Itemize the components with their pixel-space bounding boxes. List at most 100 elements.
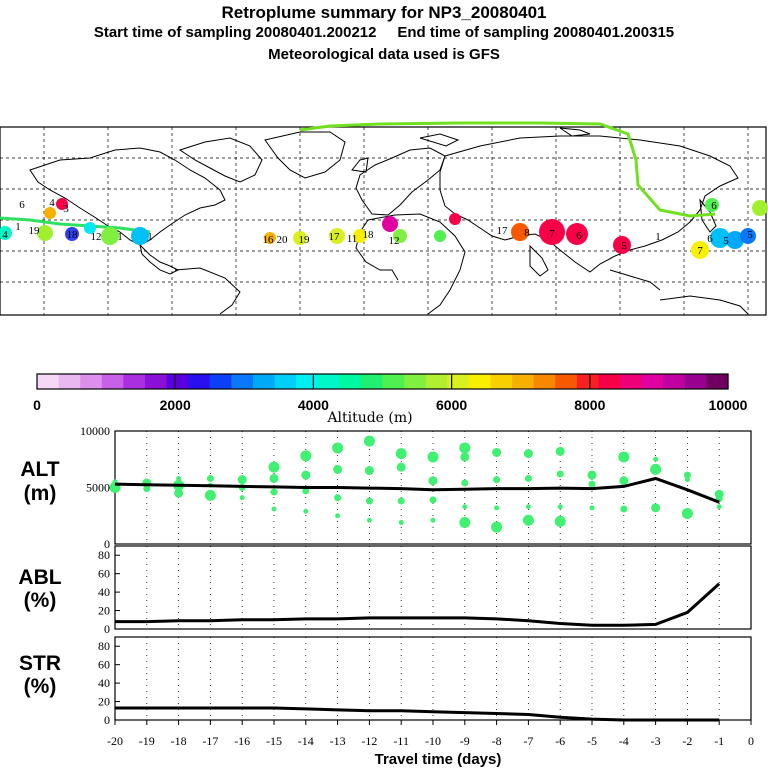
colorbar-cell (576, 374, 600, 389)
alt-point (363, 435, 375, 447)
colorbar-cell (382, 374, 405, 389)
cluster-blob (511, 223, 529, 241)
altitude-colorbar: 0 2000 4000 6000 8000 10000 Altitude (m) (33, 373, 748, 426)
y-tick-label: 20 (98, 695, 110, 709)
cluster-label: 17 (329, 231, 341, 243)
cluster-blob (101, 227, 119, 245)
colorbar-cell (252, 374, 276, 389)
colorbar-tick-labels: 0 2000 4000 6000 8000 10000 (33, 374, 748, 413)
colorbar-cell (274, 374, 297, 389)
trajectory-path-north (299, 121, 716, 218)
alt-point (651, 503, 661, 513)
alt-point (587, 470, 597, 480)
cluster-label: 5 (723, 235, 729, 247)
cluster-label: 4 (2, 229, 8, 241)
alt-point (206, 474, 214, 482)
cluster-label: 6 (707, 233, 713, 245)
abl-y-tick-labels: 80 60 40 20 0 (98, 548, 120, 636)
alt-point (650, 463, 662, 475)
cluster-blob (65, 227, 79, 241)
x-tick-label: -1 (714, 734, 724, 748)
cluster-label: 1 (147, 231, 153, 243)
x-tick-label: -14 (298, 734, 314, 748)
cluster-blob (752, 200, 768, 216)
x-tick-label: -4 (619, 734, 629, 748)
cluster-label: 6 (19, 199, 25, 211)
alt-point (301, 470, 311, 480)
alt-point (429, 496, 437, 504)
y-tick-label: 10000 (80, 424, 110, 438)
cluster-label: 19 (29, 225, 41, 237)
colorbar-cell (360, 374, 384, 389)
x-tick-labels: -20 -19 -18 -17 -16 -15 -14 -13 -12 -11 -10 -9 -8 -7-… (107, 720, 754, 748)
alt-point (364, 466, 374, 476)
cluster-blob (705, 198, 719, 212)
cluster-blob (293, 231, 307, 245)
cluster-blob (393, 229, 407, 243)
cluster-label: 5 (621, 240, 627, 252)
cluster-label: 3 (63, 203, 69, 215)
abl-label-bottom: (%) (24, 589, 57, 612)
x-tick-label: -19 (139, 734, 155, 748)
alt-panel: ALT (m) 10000 5000 0 (20, 424, 752, 551)
x-tick-label: -2 (682, 734, 692, 748)
alt-point (684, 477, 690, 483)
y-tick-label: 40 (98, 676, 110, 690)
alt-y-tick-labels: 10000 5000 0 (80, 424, 120, 551)
alt-point (396, 462, 406, 472)
str-y-tick-labels: 80 60 40 20 0 (98, 639, 120, 727)
abl-label-top: ABL (18, 566, 61, 589)
x-tick-label: -5 (587, 734, 597, 748)
alt-point (524, 474, 532, 482)
cluster-label: 1 (655, 231, 661, 243)
colorbar-tick-label: 2000 (160, 397, 191, 413)
alt-point (176, 475, 182, 481)
colorbar-cell (296, 374, 319, 389)
cluster-blob (449, 213, 461, 225)
colorbar-tick-label: 10000 (709, 397, 748, 413)
alt-point (270, 488, 278, 496)
alt-point (428, 476, 438, 486)
colorbar-cell (37, 374, 60, 389)
colorbar-cell (598, 374, 621, 389)
alt-point (462, 504, 468, 510)
colorbar-cell (555, 374, 578, 389)
x-tick-label: -15 (266, 734, 282, 748)
alt-point (557, 504, 563, 510)
cluster-blob (353, 229, 367, 243)
alt-point (460, 452, 470, 462)
str-label-bottom: (%) (24, 675, 57, 698)
alt-point (492, 447, 502, 457)
cluster-blob (329, 228, 345, 244)
trajectory-path-west (0, 216, 151, 234)
alt-point (333, 464, 343, 474)
colorbar-cell (620, 374, 643, 389)
alt-point (525, 504, 531, 510)
colorbar-cell (490, 374, 513, 389)
alt-scatter (109, 435, 724, 533)
alt-point (653, 456, 659, 462)
colorbar-cell (684, 374, 708, 389)
cluster-label: 1 (117, 231, 123, 243)
colorbar-cell (101, 374, 124, 389)
alt-point (681, 507, 693, 519)
alt-point (618, 451, 630, 463)
cluster-label: 19 (299, 234, 311, 246)
colorbar-cell (58, 374, 81, 389)
colorbar-label: Altitude (m) (326, 410, 412, 426)
cluster-label: 7 (697, 245, 703, 257)
alt-point (334, 494, 342, 502)
end-time-label: End time of sampling 20080401.200315 (397, 24, 675, 41)
alt-point (303, 508, 309, 514)
x-tick-label: -13 (330, 734, 346, 748)
x-tick-label: -10 (425, 734, 441, 748)
alt-point (459, 517, 471, 529)
start-time-label: Start time of sampling 20080401.200212 (93, 24, 377, 41)
cluster-blob (726, 231, 744, 249)
cluster-blob (691, 241, 709, 259)
cluster-blob (131, 227, 149, 245)
y-tick-label: 40 (98, 585, 110, 599)
cluster-blob (539, 219, 565, 245)
